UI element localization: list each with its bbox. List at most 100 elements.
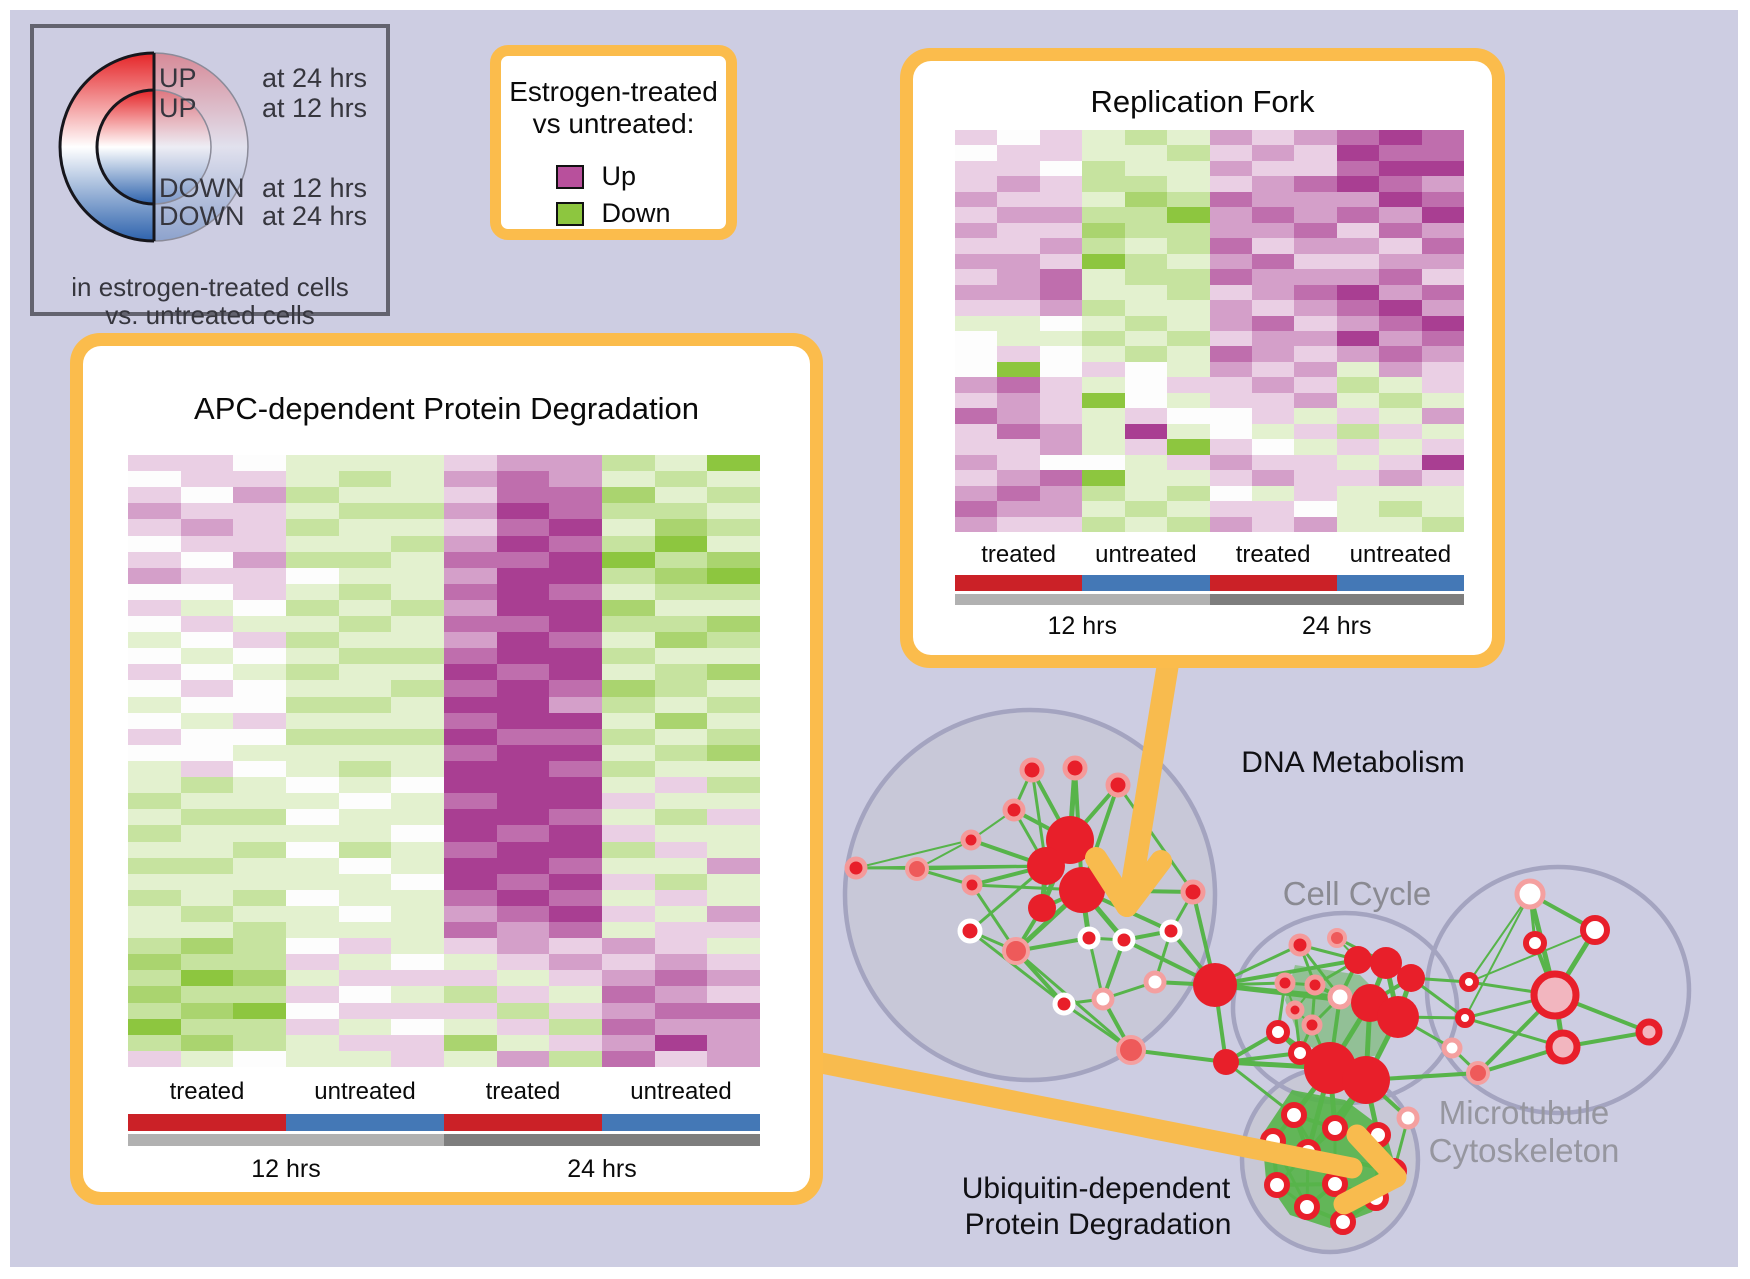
heatmap-cell <box>391 873 444 890</box>
apc-time-bar <box>128 1134 760 1146</box>
heatmap-cell <box>1336 330 1380 347</box>
heatmap-cell <box>1379 377 1422 393</box>
heatmap-cell <box>391 583 444 600</box>
heatmap-cell <box>1167 470 1210 486</box>
heatmap-cell <box>1039 176 1083 192</box>
heatmap-cell <box>1251 392 1295 409</box>
heatmap-cell <box>1124 392 1168 409</box>
cluster-label: DNA Metabolism <box>1241 746 1464 779</box>
heatmap-cell <box>1251 408 1295 424</box>
heatmap-cell <box>1039 361 1083 378</box>
gene-node <box>1370 947 1402 979</box>
heatmap-cell <box>180 535 234 552</box>
heatmap-cell <box>1124 439 1168 455</box>
heatmap-cell <box>707 728 760 745</box>
heatmap-cell <box>707 1034 760 1051</box>
heatmap-cell <box>128 616 181 633</box>
heatmap-cell <box>707 696 760 713</box>
heatmap-cell <box>602 535 655 552</box>
heatmap-cell <box>1039 269 1083 285</box>
heatmap-cell <box>1421 315 1464 331</box>
heatmap-cell <box>549 1050 602 1067</box>
heatmap-cell <box>233 648 286 665</box>
heatmap-cell <box>549 793 602 810</box>
heatmap-cell <box>1379 300 1422 316</box>
heatmap-cell <box>1251 470 1295 486</box>
heatmap-cell <box>128 680 181 697</box>
heatmap-cell <box>707 599 760 617</box>
heatmap-cell <box>654 986 708 1003</box>
heatmap-cell <box>1251 284 1295 301</box>
heatmap-cell <box>1251 485 1295 502</box>
estrogen-legend-item: Up <box>501 158 726 195</box>
heatmap-cell <box>1209 160 1252 177</box>
heatmap-cell <box>1251 516 1295 532</box>
heatmap-cell <box>180 841 234 858</box>
heatmap-cell <box>286 680 339 697</box>
heatmap-cell <box>286 567 339 584</box>
gene-node <box>1019 757 1045 783</box>
heatmap-cell <box>955 145 998 161</box>
gene-node <box>1304 974 1326 996</box>
heatmap-cell <box>286 632 339 649</box>
heatmap-cell <box>286 986 339 1003</box>
heatmap-cell <box>1379 346 1422 362</box>
heatmap-cell <box>549 599 602 617</box>
heatmap-cell <box>1251 207 1295 223</box>
heatmap-cell <box>602 551 655 568</box>
heatmap-cell <box>286 1018 339 1035</box>
heatmap-cell <box>286 1034 339 1051</box>
heatmap-cell <box>444 471 497 488</box>
heatmap-cell <box>338 696 392 713</box>
gene-node <box>1514 878 1546 910</box>
heatmap-cell <box>1336 470 1380 486</box>
treatment-color-segment <box>1336 575 1464 591</box>
heatmap-cell <box>286 777 339 794</box>
heatmap-cell <box>180 728 234 745</box>
heatmap-cell <box>444 455 497 472</box>
heatmap-cell <box>1167 253 1210 270</box>
estrogen-legend-title-line2: vs untreated: <box>532 108 695 139</box>
heatmap-cell <box>338 922 392 939</box>
heatmap-cell <box>1124 470 1168 486</box>
heatmap-cell <box>1421 253 1464 270</box>
heatmap-cell <box>997 222 1040 239</box>
heatmap-cell <box>1082 284 1125 301</box>
gene-node <box>1274 972 1296 994</box>
heatmap-cell <box>1294 346 1337 362</box>
heatmap-cell <box>391 632 444 649</box>
heatmap-cell <box>1209 392 1252 409</box>
panel-replication-fork-heatmap: Replication Fork treated untreated treated… <box>900 48 1505 668</box>
heatmap-cell <box>338 455 392 472</box>
heatmap-cell <box>549 680 602 697</box>
treatment-color-segment <box>444 1114 602 1131</box>
heatmap-cell <box>128 922 181 939</box>
heatmap-cell <box>286 712 339 729</box>
heatmap-cell <box>286 825 339 842</box>
heatmap-cell <box>233 1002 286 1019</box>
heatmap-cell <box>1379 454 1422 471</box>
heatmap-cell <box>955 346 998 362</box>
heatmap-cell <box>549 873 602 890</box>
heatmap-cell <box>654 664 708 681</box>
heatmap-cell <box>1379 361 1422 378</box>
heatmap-cell <box>654 487 708 504</box>
heatmap-cell <box>602 889 655 906</box>
heatmap-cell <box>496 986 550 1003</box>
heatmap-cell <box>444 487 497 504</box>
heatmap-cell <box>1336 315 1380 331</box>
heatmap-cell <box>1124 315 1168 331</box>
heatmap-cell <box>1336 145 1380 161</box>
heatmap-cell <box>128 777 181 794</box>
heatmap-cell <box>1124 346 1168 362</box>
heatmap-cell <box>654 1002 708 1019</box>
treatment-group-label: untreated <box>314 1078 416 1105</box>
heatmap-cell <box>128 744 181 761</box>
heatmap-cell <box>997 346 1040 362</box>
rf-time-labels: 12 hrs 24 hrs <box>955 612 1464 641</box>
heatmap-cell <box>496 873 550 890</box>
heatmap-cell <box>496 712 550 729</box>
heatmap-cell <box>549 487 602 504</box>
heatmap-cell <box>1082 130 1125 146</box>
heatmap-cell <box>602 873 655 890</box>
